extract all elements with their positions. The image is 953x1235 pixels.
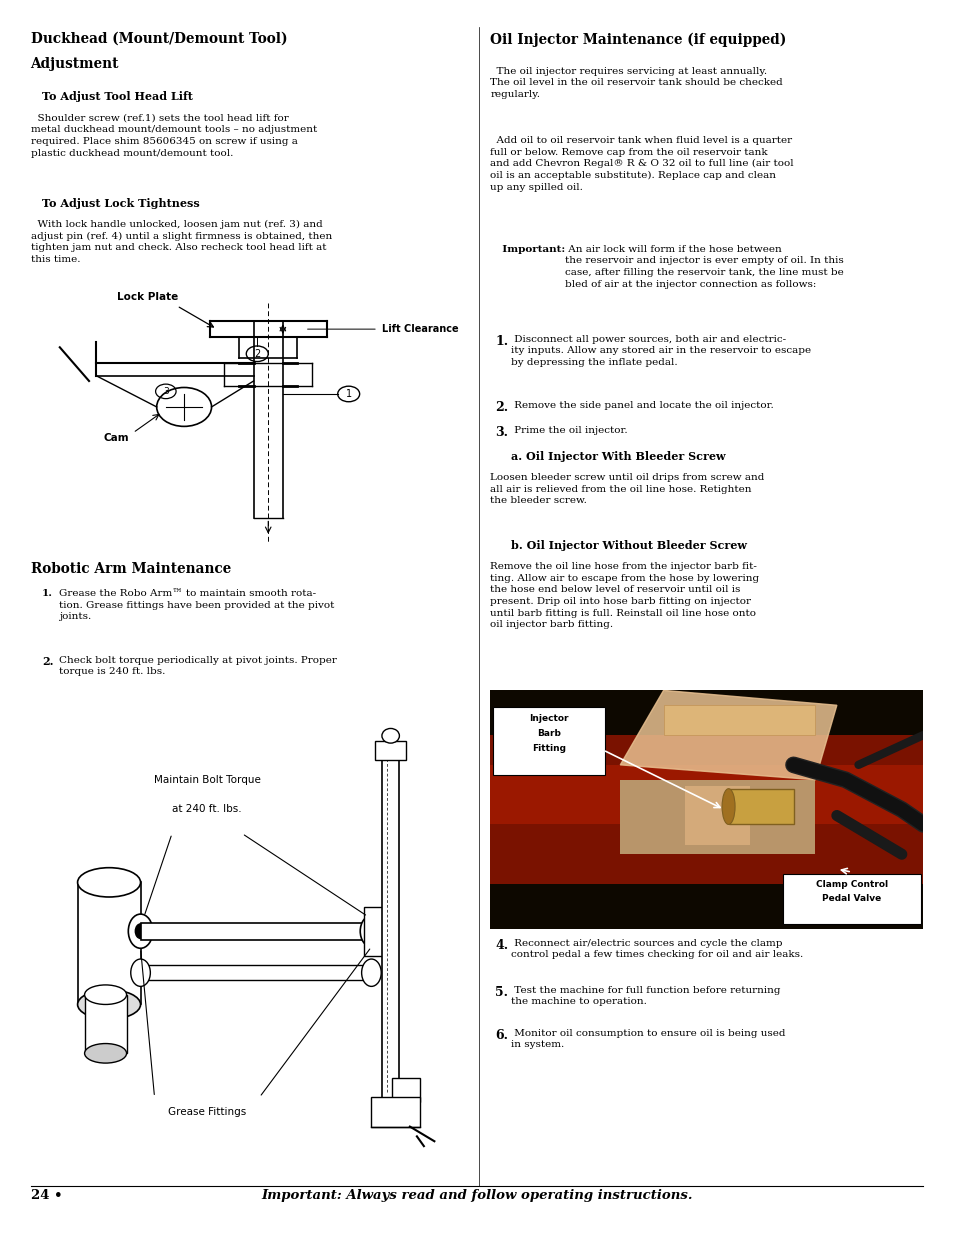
Circle shape: [128, 914, 152, 948]
Text: Clamp Control: Clamp Control: [815, 879, 887, 888]
Text: Lock Plate: Lock Plate: [117, 291, 178, 301]
Text: 5.: 5.: [495, 986, 508, 999]
Circle shape: [361, 960, 381, 987]
Text: at 240 ft. lbs.: at 240 ft. lbs.: [172, 804, 241, 814]
FancyBboxPatch shape: [781, 873, 921, 924]
Bar: [663, 705, 814, 735]
Text: 1.: 1.: [495, 335, 508, 348]
Text: Pedal Valve: Pedal Valve: [821, 894, 881, 904]
Polygon shape: [619, 690, 836, 779]
Text: Grease the Robo Arm™ to maintain smooth rota-
tion. Grease fittings have been pr: Grease the Robo Arm™ to maintain smooth …: [59, 589, 335, 621]
Text: 1: 1: [345, 389, 352, 399]
Text: Monitor oil consumption to ensure oil is being used
in system.: Monitor oil consumption to ensure oil is…: [511, 1029, 785, 1050]
Text: Test the machine for full function before returning
the machine to operation.: Test the machine for full function befor…: [511, 986, 780, 1007]
Text: Check bolt torque periodically at pivot joints. Proper
torque is 240 ft. lbs.: Check bolt torque periodically at pivot …: [59, 656, 336, 677]
Text: Shoulder screw (ref.1) sets the tool head lift for
metal duckhead mount/demount : Shoulder screw (ref.1) sets the tool hea…: [30, 114, 316, 158]
Text: Robotic Arm Maintenance: Robotic Arm Maintenance: [30, 562, 231, 576]
Text: Disconnect all power sources, both air and electric-
ity inputs. Allow any store: Disconnect all power sources, both air a…: [511, 335, 811, 367]
Text: a. Oil Injector With Bleeder Screw: a. Oil Injector With Bleeder Screw: [511, 451, 725, 462]
Text: Add oil to oil reservoir tank when fluid level is a quarter
full or below. Remov: Add oil to oil reservoir tank when fluid…: [490, 136, 793, 191]
Bar: [140, 966, 371, 981]
Bar: [619, 779, 814, 855]
Text: 3.: 3.: [495, 426, 508, 440]
Text: Important: Always read and follow operating instructions.: Important: Always read and follow operat…: [261, 1189, 692, 1203]
Ellipse shape: [77, 989, 140, 1019]
Text: 2.: 2.: [42, 656, 53, 667]
Text: Adjustment: Adjustment: [30, 57, 119, 70]
Bar: [490, 764, 923, 825]
Bar: [728, 789, 793, 825]
Bar: [684, 785, 749, 845]
Text: Reconnect air/electric sources and cycle the clamp
control pedal a few times che: Reconnect air/electric sources and cycle…: [511, 939, 802, 960]
Circle shape: [367, 925, 375, 937]
Bar: [364, 906, 385, 956]
Ellipse shape: [85, 986, 127, 1004]
Text: 3: 3: [163, 387, 169, 396]
Bar: [381, 751, 399, 1102]
Text: To Adjust Lock Tightness: To Adjust Lock Tightness: [42, 198, 199, 209]
Ellipse shape: [77, 868, 140, 897]
Ellipse shape: [721, 789, 735, 825]
Text: An air lock will form if the hose between
the reservoir and injector is ever emp: An air lock will form if the hose betwee…: [564, 245, 842, 289]
Bar: [371, 1097, 420, 1126]
Text: Prime the oil injector.: Prime the oil injector.: [511, 426, 627, 435]
Text: 2: 2: [253, 348, 260, 358]
Text: b. Oil Injector Without Bleeder Screw: b. Oil Injector Without Bleeder Screw: [511, 540, 746, 551]
Ellipse shape: [381, 729, 399, 743]
Bar: [490, 735, 923, 884]
Text: 4.: 4.: [495, 939, 508, 952]
Text: Duckhead (Mount/Demount Tool): Duckhead (Mount/Demount Tool): [30, 32, 287, 46]
Text: Remove the side panel and locate the oil injector.: Remove the side panel and locate the oil…: [511, 401, 773, 410]
Text: 1.: 1.: [42, 589, 53, 598]
Bar: [85, 994, 127, 1053]
Text: 24 •: 24 •: [30, 1189, 62, 1203]
Text: Cam: Cam: [104, 432, 130, 442]
Text: With lock handle unlocked, loosen jam nut (ref. 3) and
adjust pin (ref. 4) until: With lock handle unlocked, loosen jam nu…: [30, 220, 332, 264]
Text: Grease Fittings: Grease Fittings: [168, 1107, 246, 1116]
Text: To Adjust Tool Head Lift: To Adjust Tool Head Lift: [42, 91, 193, 103]
Text: Loosen bleeder screw until oil drips from screw and
all air is relieved from the: Loosen bleeder screw until oil drips fro…: [490, 473, 764, 505]
Text: Fitting: Fitting: [531, 743, 565, 753]
Bar: [392, 1078, 420, 1102]
Circle shape: [360, 915, 382, 947]
Ellipse shape: [85, 1044, 127, 1063]
Text: 6.: 6.: [495, 1029, 508, 1042]
Text: Remove the oil line hose from the injector barb fit-
ting. Allow air to escape f: Remove the oil line hose from the inject…: [490, 562, 759, 629]
Circle shape: [135, 924, 146, 939]
Text: Barb: Barb: [537, 729, 560, 739]
Text: Maintain Bolt Torque: Maintain Bolt Torque: [153, 774, 260, 784]
Bar: [140, 923, 381, 940]
Text: Lift Clearance: Lift Clearance: [381, 324, 457, 335]
Text: The oil injector requires servicing at least annually.
The oil level in the oil : The oil injector requires servicing at l…: [490, 67, 782, 99]
Text: Oil Injector Maintenance (if equipped): Oil Injector Maintenance (if equipped): [490, 32, 786, 47]
FancyBboxPatch shape: [492, 706, 604, 776]
Circle shape: [131, 960, 151, 987]
Bar: [77, 882, 140, 1004]
Text: 2.: 2.: [495, 401, 508, 415]
Text: Important:: Important:: [495, 245, 565, 253]
Text: Injector: Injector: [529, 714, 568, 724]
Bar: [375, 741, 406, 761]
